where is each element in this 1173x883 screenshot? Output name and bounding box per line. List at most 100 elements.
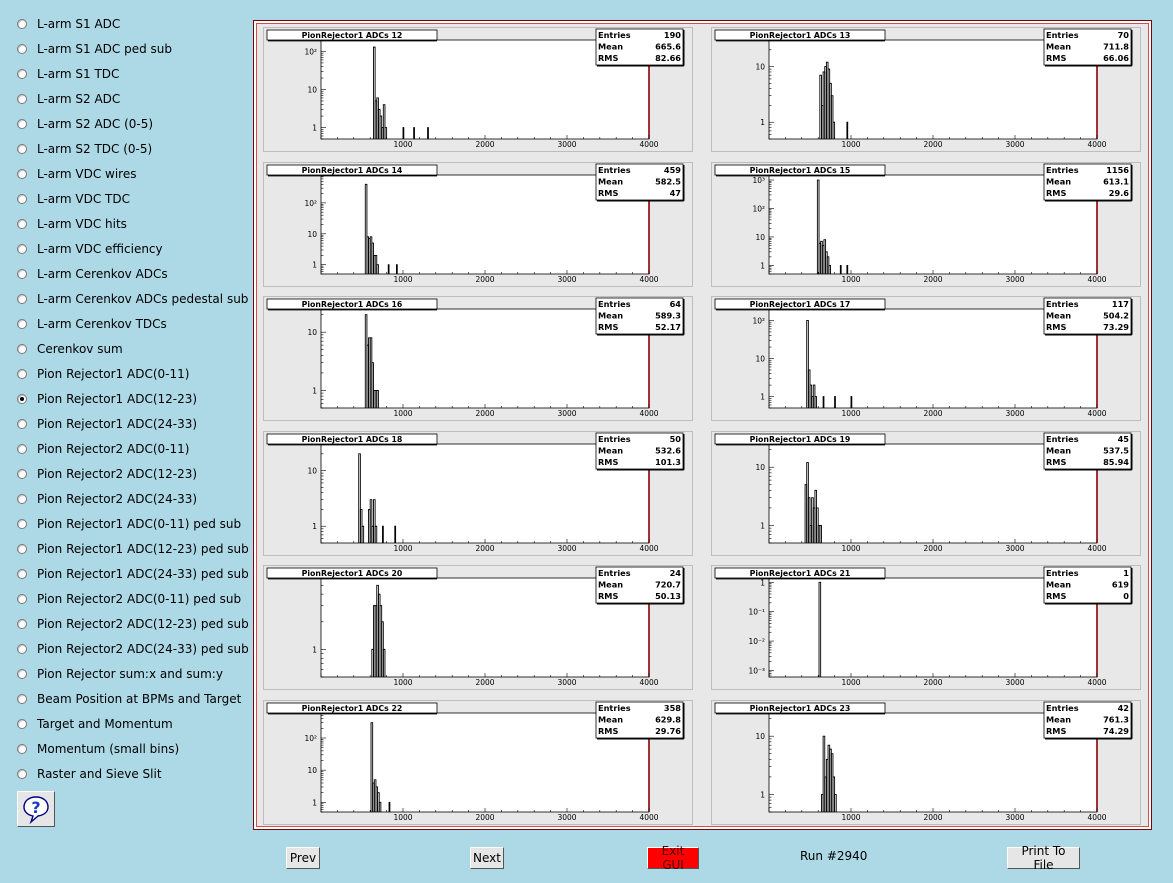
radio-button[interactable] bbox=[17, 469, 27, 479]
radio-button[interactable] bbox=[17, 494, 27, 504]
prev-button[interactable]: Prev bbox=[286, 847, 320, 869]
histogram-bin bbox=[814, 396, 818, 409]
histogram-pad[interactable]: 1000 2000 3000 4000 1 10 PionRejector1 ADCs 23… bbox=[711, 700, 1141, 825]
radio-item[interactable]: L-arm Cerenkov TDCs bbox=[17, 314, 167, 334]
radio-button[interactable] bbox=[17, 644, 27, 654]
radio-item[interactable]: Pion Rejector1 ADC(12-23) ped sub bbox=[17, 539, 249, 559]
radio-item[interactable]: L-arm VDC hits bbox=[17, 214, 127, 234]
histogram-pad[interactable]: 1000 2000 3000 4000 1 10 PionRejector1 ADCs 18… bbox=[263, 430, 693, 556]
histogram-pad[interactable]: 1000 2000 3000 4000 1 10 10² 10³ PionRejector1 A… bbox=[711, 161, 1141, 287]
radio-button[interactable] bbox=[17, 444, 27, 454]
radio-label: Pion Rejector1 ADC(0-11) bbox=[37, 367, 190, 381]
stats-value: 74.29 bbox=[1103, 726, 1129, 736]
radio-button[interactable] bbox=[17, 744, 27, 754]
radio-button[interactable] bbox=[17, 544, 27, 554]
radio-item[interactable]: L-arm Cerenkov ADCs pedestal sub bbox=[17, 289, 248, 309]
radio-item[interactable]: Beam Position at BPMs and Target bbox=[17, 689, 241, 709]
radio-item[interactable]: L-arm S2 ADC (0-5) bbox=[17, 114, 153, 134]
radio-button[interactable] bbox=[17, 769, 27, 779]
stats-label: Entries bbox=[598, 165, 631, 175]
radio-button[interactable] bbox=[17, 269, 27, 279]
radio-button[interactable] bbox=[17, 19, 27, 29]
radio-button[interactable] bbox=[17, 119, 27, 129]
radio-button[interactable] bbox=[17, 294, 27, 304]
radio-item[interactable]: L-arm Cerenkov ADCs bbox=[17, 264, 168, 284]
radio-item[interactable]: Pion Rejector1 ADC(0-11) bbox=[17, 364, 189, 384]
stats-label: Mean bbox=[598, 445, 623, 455]
radio-item[interactable]: Pion Rejector2 ADC(24-33) bbox=[17, 489, 197, 509]
radio-item[interactable]: L-arm S2 ADC bbox=[17, 89, 120, 109]
radio-item[interactable]: L-arm S1 ADC bbox=[17, 14, 120, 34]
radio-button[interactable] bbox=[17, 344, 27, 354]
plot-frame bbox=[320, 308, 650, 409]
radio-item[interactable]: L-arm S2 TDC (0-5) bbox=[17, 139, 152, 159]
histogram-pad[interactable]: 1000 2000 3000 4000 1 10 10² PionRejector1 ADCs… bbox=[263, 27, 693, 152]
radio-item[interactable]: Pion Rejector1 ADC(24-33) bbox=[17, 414, 197, 434]
histogram-pad[interactable]: 1000 2000 3000 4000 1 10 PionRejector1 ADCs 19… bbox=[711, 430, 1141, 556]
y-tick-label: 1 bbox=[760, 393, 765, 402]
radio-item[interactable]: Pion Rejector2 ADC(0-11) ped sub bbox=[17, 589, 241, 609]
radio-button[interactable] bbox=[17, 94, 27, 104]
x-tick-label: 1000 bbox=[841, 678, 860, 687]
stats-label: RMS bbox=[1046, 188, 1066, 198]
radio-item[interactable]: Pion Rejector2 ADC(0-11) bbox=[17, 439, 189, 459]
radio-item[interactable]: Pion Rejector2 ADC(12-23) ped sub bbox=[17, 614, 249, 634]
radio-button[interactable] bbox=[17, 669, 27, 679]
radio-item[interactable]: L-arm VDC efficiency bbox=[17, 239, 163, 259]
radio-item[interactable]: L-arm VDC wires bbox=[17, 164, 136, 184]
histogram-pad[interactable]: 1000 2000 3000 4000 1 10 PionRejector1 ADCs 13… bbox=[711, 27, 1141, 152]
radio-item[interactable]: Pion Rejector1 ADC(12-23) bbox=[17, 389, 197, 409]
radio-item[interactable]: Pion Rejector1 ADC(24-33) ped sub bbox=[17, 564, 249, 584]
histogram-bin bbox=[832, 121, 836, 139]
radio-button[interactable] bbox=[17, 519, 27, 529]
stats-label: Mean bbox=[1046, 715, 1071, 725]
radio-button[interactable] bbox=[17, 694, 27, 704]
stats-value: 24 bbox=[670, 568, 682, 578]
histogram-pad[interactable]: 1000 2000 3000 4000 1 10 10² PionRejector1 ADCs… bbox=[263, 161, 693, 287]
help-button[interactable]: ? bbox=[17, 791, 55, 827]
radio-item[interactable]: Raster and Sieve Slit bbox=[17, 764, 162, 784]
radio-item[interactable]: Pion Rejector1 ADC(0-11) ped sub bbox=[17, 514, 241, 534]
radio-button[interactable] bbox=[17, 369, 27, 379]
radio-button[interactable] bbox=[17, 169, 27, 179]
radio-label: L-arm S1 ADC bbox=[37, 17, 121, 31]
radio-button[interactable] bbox=[17, 719, 27, 729]
radio-button[interactable] bbox=[17, 244, 27, 254]
stats-value: 117 bbox=[1112, 299, 1129, 309]
histogram-pad[interactable]: 1000 2000 3000 4000 1 10 10² PionRejector1 ADCs… bbox=[263, 700, 693, 825]
y-tick-label: 10 bbox=[755, 463, 765, 472]
next-button[interactable]: Next bbox=[470, 847, 504, 869]
histogram-pad[interactable]: 1000 2000 3000 4000 1 10 PionRejector1 ADCs 16… bbox=[263, 296, 693, 422]
histogram-pad[interactable]: 1000 2000 3000 4000 1 PionRejector1 ADCs 20 En… bbox=[263, 565, 693, 691]
x-tick-label: 4000 bbox=[639, 678, 658, 687]
radio-button[interactable] bbox=[17, 569, 27, 579]
histogram-plot: 1000 2000 3000 4000 1 10 PionRejector1 ADCs 13… bbox=[714, 28, 1133, 149]
radio-button[interactable] bbox=[17, 594, 27, 604]
radio-button[interactable] bbox=[17, 319, 27, 329]
print-to-file-button[interactable]: Print To File bbox=[1007, 844, 1080, 872]
histogram-pad[interactable]: 1000 2000 3000 4000 1 10 10² PionRejector1 ADCs… bbox=[711, 296, 1141, 422]
stats-value: 29.76 bbox=[655, 726, 681, 736]
stats-label: Mean bbox=[598, 580, 623, 590]
radio-button[interactable] bbox=[17, 69, 27, 79]
histogram-pad[interactable]: 1000 2000 3000 4000 10⁻³ 10⁻² 10⁻¹ 1 PionRejecto… bbox=[711, 565, 1141, 691]
radio-button[interactable] bbox=[17, 419, 27, 429]
radio-button-checked[interactable] bbox=[17, 394, 27, 404]
exit-gui-button[interactable]: Exit GUI bbox=[647, 844, 699, 872]
radio-button[interactable] bbox=[17, 44, 27, 54]
radio-item[interactable]: Cerenkov sum bbox=[17, 339, 123, 359]
plot-frame bbox=[768, 712, 1098, 813]
radio-item[interactable]: Pion Rejector2 ADC(24-33) ped sub bbox=[17, 639, 249, 659]
radio-item[interactable]: Pion Rejector sum:x and sum:y bbox=[17, 664, 223, 684]
radio-item[interactable]: Momentum (small bins) bbox=[17, 739, 179, 759]
radio-item[interactable]: L-arm VDC TDC bbox=[17, 189, 130, 209]
radio-button[interactable] bbox=[17, 219, 27, 229]
radio-item[interactable]: Target and Momentum bbox=[17, 714, 173, 734]
plot-frame bbox=[320, 577, 650, 678]
radio-button[interactable] bbox=[17, 194, 27, 204]
radio-button[interactable] bbox=[17, 619, 27, 629]
radio-button[interactable] bbox=[17, 144, 27, 154]
radio-item[interactable]: Pion Rejector2 ADC(12-23) bbox=[17, 464, 197, 484]
radio-item[interactable]: L-arm S1 ADC ped sub bbox=[17, 39, 172, 59]
radio-item[interactable]: L-arm S1 TDC bbox=[17, 64, 119, 84]
